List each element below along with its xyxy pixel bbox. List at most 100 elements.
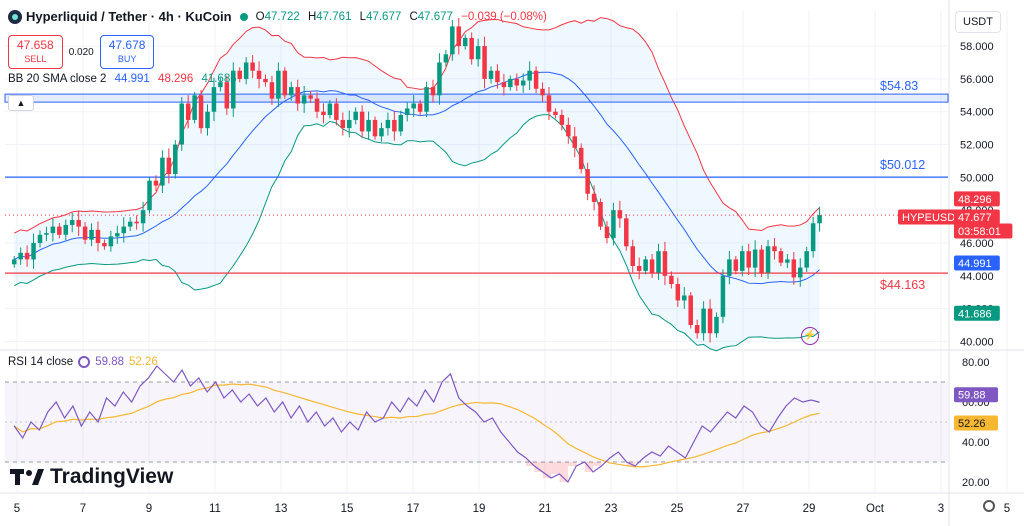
price-tag-bg: [954, 223, 1013, 239]
rsi-tag: 52.26: [958, 418, 986, 430]
price-tick-label: 40.000: [960, 336, 994, 348]
rsi-oversold-fill: [525, 462, 535, 466]
candle-body: [127, 221, 133, 227]
candle-body: [495, 70, 500, 83]
candle-body: [359, 111, 365, 132]
candle-body: [205, 111, 210, 129]
candle-body: [430, 87, 436, 96]
candle-body: [282, 70, 288, 96]
price-tag: HYPEUSDT: [902, 212, 962, 224]
sell-button[interactable]: 47.658 SELL: [8, 35, 63, 69]
candle-body: [482, 46, 487, 79]
candle-body: [179, 103, 184, 145]
candle-body: [611, 210, 616, 239]
candle-body: [462, 37, 468, 47]
candle-body: [604, 226, 610, 239]
candle-body: [276, 70, 281, 99]
candle-body: [218, 82, 223, 88]
candle-body: [185, 103, 191, 120]
candle-body: [501, 82, 507, 88]
rsi-tag-bg: [954, 415, 998, 431]
candle-body: [636, 265, 642, 271]
time-tick-label: Oct: [866, 503, 885, 515]
open-value: 47.722: [264, 10, 300, 23]
rsi-oversold-fill: [559, 462, 568, 482]
candle-body: [649, 259, 655, 273]
candle-body: [617, 210, 623, 219]
candle-body: [31, 242, 36, 260]
candle-body: [18, 252, 23, 260]
candle-body: [392, 119, 397, 132]
time-tick-label: 7: [80, 503, 86, 515]
candle-body: [508, 78, 513, 88]
bb-basis-line: [13, 71, 820, 285]
candle-body: [520, 80, 526, 86]
candle-body: [540, 88, 545, 96]
time-tick-label: 17: [407, 503, 420, 515]
rsi-oversold-fill: [542, 462, 552, 478]
rsi-legend[interactable]: RSI 14 close 59.88 52.26: [8, 356, 158, 368]
brand-name: TradingView: [50, 465, 174, 488]
bb-lower-value: 41.686: [201, 73, 237, 85]
candle-body: [250, 62, 255, 71]
candle-body: [733, 259, 739, 271]
candle-body: [437, 62, 442, 96]
candle-body: [746, 251, 751, 268]
trade-panel: 47.658 SELL 0.020 47.678 BUY: [8, 35, 155, 69]
candle-body: [675, 284, 681, 301]
candle-body: [682, 295, 687, 301]
rsi-tag-bg: [954, 387, 998, 403]
time-tick-label: 21: [539, 503, 552, 515]
bb-legend[interactable]: BB 20 SMA close 2 44.991 48.296 41.686: [8, 73, 237, 85]
candle-body: [134, 221, 139, 224]
price-tag: 47.677: [958, 212, 992, 224]
visibility-eye-icon[interactable]: [78, 356, 91, 368]
candle-body: [656, 251, 661, 273]
candle-body: [546, 95, 552, 112]
candle-body: [353, 111, 358, 120]
price-tick-label: 56.000: [960, 74, 994, 86]
candle-body: [198, 95, 204, 129]
candle-body: [44, 233, 49, 235]
candle-body: [340, 119, 346, 129]
candle-body: [379, 128, 384, 137]
time-tick-label: 29: [803, 503, 816, 515]
candle-body: [527, 70, 532, 81]
candle-body: [475, 46, 481, 60]
high-value: 47.761: [316, 10, 352, 23]
candle-body: [24, 252, 30, 260]
alert-lightning-icon[interactable]: ⚡: [801, 327, 819, 345]
settings-gear-icon[interactable]: [983, 500, 995, 512]
price-tag: 41.686: [958, 308, 992, 320]
symbol-title[interactable]: Hyperliquid / Tether · 4h · KuCoin: [26, 9, 232, 24]
buy-button[interactable]: 47.678 BUY: [99, 35, 155, 69]
level-label: $44.163: [880, 278, 925, 292]
candle-body: [797, 267, 803, 278]
price-tag-bg: [898, 209, 957, 225]
candle-body: [514, 78, 520, 86]
low-value: 47.677: [366, 10, 402, 23]
currency-button[interactable]: USDT: [955, 11, 1001, 33]
candle-body: [720, 275, 726, 317]
rsi-oversold-fill: [551, 462, 560, 474]
time-tick-label: 3: [938, 503, 944, 515]
candle-body: [559, 115, 565, 125]
tradingview-logo: TradingView: [10, 465, 174, 489]
market-open-dot-icon: [239, 12, 248, 21]
time-tick-label: 5: [1004, 503, 1010, 515]
change-value: −0.039 (−0.08%): [461, 10, 547, 23]
candle-body: [50, 226, 56, 234]
candle-body: [289, 87, 294, 96]
chart-header: Hyperliquid / Tether · 4h · KuCoin O47.7…: [8, 9, 547, 24]
price-tag: 03:58:01: [958, 226, 1001, 238]
candle-body: [443, 54, 449, 63]
candle-body: [450, 26, 455, 55]
collapse-legend-chevron-up-icon[interactable]: ▲: [8, 95, 34, 111]
candle-body: [314, 98, 320, 112]
candle-body: [424, 87, 429, 112]
buy-label: BUY: [117, 54, 137, 64]
spread-value: 0.020: [68, 46, 94, 58]
candle-body: [153, 180, 159, 186]
candle-body: [224, 82, 230, 109]
